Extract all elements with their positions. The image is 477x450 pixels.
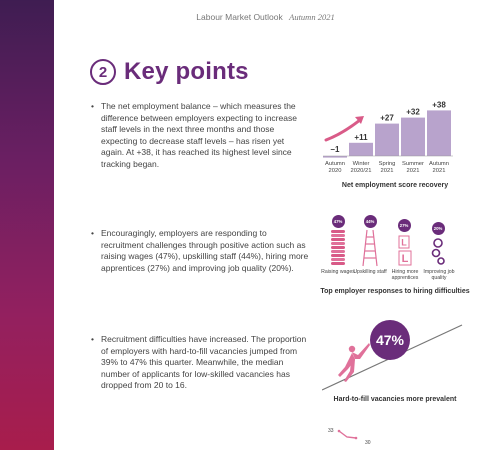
responses-caption: Top employer responses to hiring difficu… xyxy=(320,288,470,295)
bar-2 xyxy=(375,123,399,156)
bullet-recruitment-difficulties: Recruitment difficulties have increased.… xyxy=(91,334,309,392)
net-employment-chart: –1Autumn2020+11Winter2020/21+27Spring202… xyxy=(323,100,453,174)
upskilling-badge: 44% xyxy=(363,215,377,228)
pushing-figure-icon xyxy=(338,343,370,382)
raising-wages-col: 47% xyxy=(331,215,345,228)
bar-value-label-2: +27 xyxy=(380,114,394,123)
page-header: Labour Market Outlook Autumn 2021 xyxy=(54,12,477,22)
ladder-icon xyxy=(362,229,378,267)
bar-category-label-0-0: Autumn xyxy=(325,161,345,167)
header-subtitle: Autumn 2021 xyxy=(289,12,335,22)
applicants-mini-chart: 33 30 xyxy=(325,425,385,450)
side-gradient-band xyxy=(0,0,54,450)
responses-icons: L L xyxy=(331,229,445,267)
applicants-to: 30 xyxy=(365,440,371,446)
trend-arrow-icon xyxy=(324,118,362,142)
label-upskilling: Upskilling staff xyxy=(353,269,387,275)
trend-arrowhead-icon xyxy=(355,116,364,124)
raising-wages-badge: 47% xyxy=(331,215,345,228)
section-heading: 2 Key points xyxy=(90,58,249,86)
header-title: Labour Market Outlook xyxy=(196,12,283,22)
bar-category-label-1-0: Winter xyxy=(353,161,370,167)
bar-0 xyxy=(323,156,347,158)
applicants-from: 33 xyxy=(328,428,334,434)
learner-plate-icon: L L xyxy=(398,235,412,266)
bar-category-label-4-1: 2021 xyxy=(433,168,446,174)
bar-4 xyxy=(427,110,451,156)
coin-stack-icon xyxy=(331,230,345,265)
section-title: Key points xyxy=(124,58,249,85)
net-employment-caption: Net employment score recovery xyxy=(341,182,449,189)
upskilling-col: 44% xyxy=(363,215,377,228)
job-quality-badge: 20% xyxy=(431,222,445,235)
bar-category-label-2-1: 2021 xyxy=(381,168,394,174)
bullet-employment-balance: The net employment balance – which measu… xyxy=(91,101,309,171)
apprentices-col: 27% xyxy=(397,219,411,232)
svg-text:L: L xyxy=(401,238,407,248)
label-raising-wages: Raising wages xyxy=(321,269,355,275)
bar-category-label-3-0: Summer xyxy=(402,161,424,167)
bar-1 xyxy=(349,142,373,156)
hard-to-fill-badge: 47% xyxy=(370,320,410,360)
hard-to-fill-caption: Hard-to-fill vacancies more prevalent xyxy=(333,396,457,403)
job-quality-col: 20% xyxy=(431,222,445,235)
label-apprentices: Hiring more apprentices xyxy=(391,269,419,281)
bar-category-label-0-1: 2020 xyxy=(329,168,342,174)
section-number: 2 xyxy=(90,59,116,85)
bar-value-label-3: +32 xyxy=(406,108,420,117)
bullet-employer-responses: Encouragingly, employers are responding … xyxy=(91,228,309,274)
svg-text:L: L xyxy=(402,253,409,265)
bar-category-label-2-0: Spring xyxy=(379,161,396,167)
bar-category-label-1-1: 2020/21 xyxy=(351,168,372,174)
bar-value-label-0: –1 xyxy=(331,145,340,154)
apprentices-badge: 27% xyxy=(397,219,411,232)
bar-3 xyxy=(401,117,425,156)
label-job-quality: Improving job quality xyxy=(423,269,455,281)
bar-category-label-3-1: 2021 xyxy=(407,168,420,174)
bar-value-label-4: +38 xyxy=(432,100,446,109)
bar-value-label-1: +11 xyxy=(354,133,368,142)
gears-icon xyxy=(431,238,445,265)
employer-responses-graphic: L L 47% 44% 27% 20% Raising wages Upskil… xyxy=(321,210,473,290)
applicants-line-icon xyxy=(337,429,358,440)
bar-category-label-4-0: Autumn xyxy=(429,161,449,167)
